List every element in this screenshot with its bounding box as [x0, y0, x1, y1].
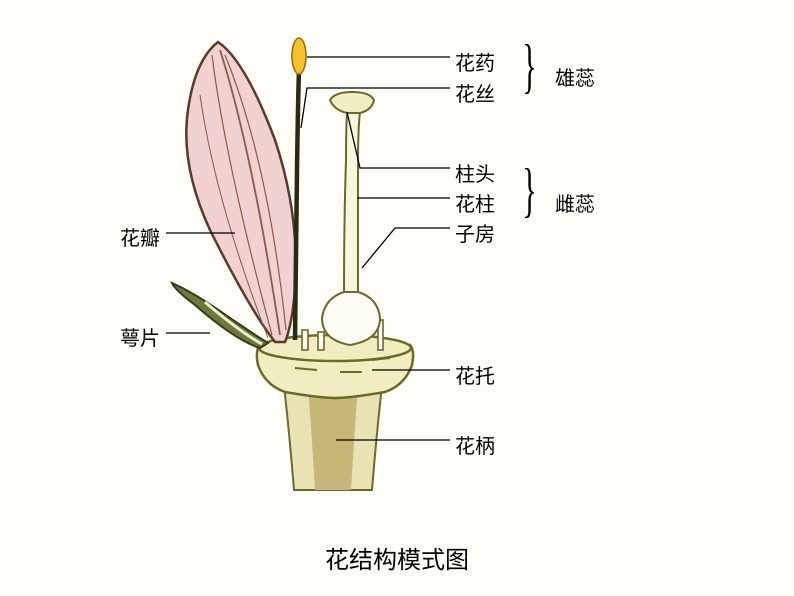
brace-pistil: }	[522, 160, 536, 220]
diagram-title: 花结构模式图	[325, 540, 469, 575]
ovary-shape	[322, 292, 380, 345]
label-stigma: 柱头	[455, 158, 495, 187]
label-pedicel: 花柄	[455, 430, 495, 459]
anther-shape	[292, 38, 306, 74]
label-style: 花柱	[455, 188, 495, 217]
label-sepal: 萼片	[120, 322, 160, 351]
style-shape	[344, 112, 360, 295]
label-filament: 花丝	[455, 78, 495, 107]
label-ovary: 子房	[455, 218, 495, 247]
label-stamen: 雄蕊	[555, 62, 595, 91]
flower-diagram	[0, 0, 794, 596]
label-anther: 花药	[455, 47, 495, 76]
label-receptacle: 花托	[455, 360, 495, 389]
label-petal: 花瓣	[120, 222, 160, 251]
pedicel-center	[308, 385, 358, 490]
stigma-shape	[330, 92, 374, 113]
filament-shape	[295, 70, 299, 340]
petal-shape	[186, 42, 296, 342]
label-pistil: 雌蕊	[555, 188, 595, 217]
brace-stamen: }	[522, 36, 536, 96]
